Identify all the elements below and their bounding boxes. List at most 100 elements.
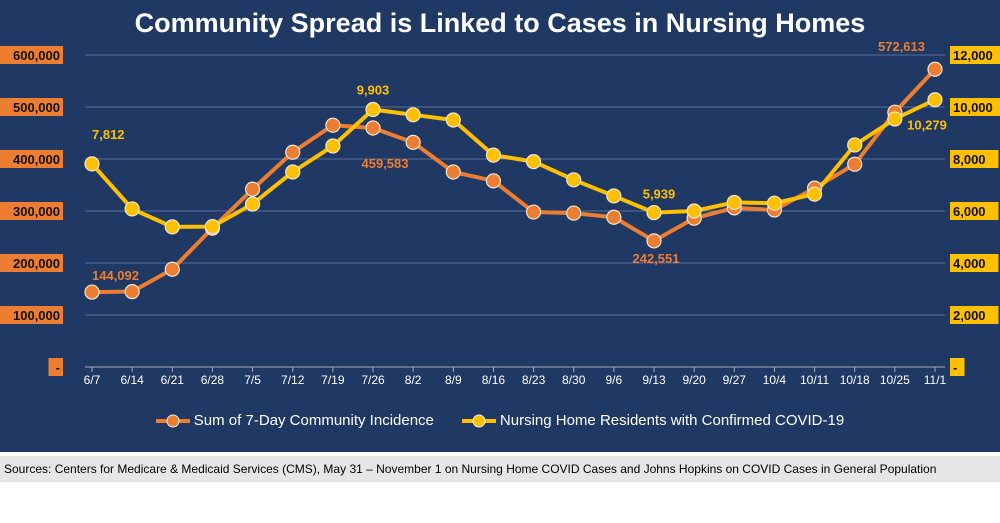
data-point [887, 111, 903, 127]
data-point [285, 164, 301, 180]
right-tick-bg [950, 150, 999, 168]
data-point [285, 144, 301, 160]
x-tick-label: 6/14 [120, 373, 144, 387]
left-tick-bg [0, 202, 63, 220]
data-point [325, 138, 341, 154]
data-point [84, 284, 100, 300]
data-point [325, 117, 341, 133]
x-tick-label: 8/9 [445, 373, 462, 387]
data-point [766, 195, 783, 211]
data-point [405, 107, 421, 123]
x-tick-label: 9/20 [682, 373, 706, 387]
data-point [164, 261, 180, 277]
right-tick-label: 2,000 [953, 308, 986, 323]
series-line-community [91, 67, 937, 295]
right-tick-bg [950, 254, 999, 272]
data-point [365, 101, 381, 118]
legend-item-community: Sum of 7-Day Community Incidence [155, 412, 434, 429]
source-footer: Sources: Centers for Medicare & Medicaid… [0, 456, 1000, 482]
left-tick-bg [0, 46, 63, 64]
data-point [244, 196, 261, 212]
series-line-nursing-home [90, 97, 936, 229]
data-point [726, 194, 742, 211]
left-tick-bg [0, 98, 63, 116]
x-tick-label: 7/5 [244, 373, 261, 387]
legend-label: Nursing Home Residents with Confirmed CO… [499, 412, 845, 429]
x-tick-label: 7/26 [361, 373, 385, 387]
data-point [606, 209, 622, 225]
data-point [445, 164, 461, 180]
data-label: 144,092 [92, 268, 139, 283]
x-tick-label: 9/6 [606, 373, 623, 387]
right-tick-bg [950, 306, 999, 324]
x-tick-label: 10/18 [840, 373, 870, 387]
legend-marker-orange [155, 414, 190, 427]
x-tick-label: 6/28 [201, 373, 225, 387]
left-tick-bg [0, 150, 63, 168]
data-point [124, 284, 140, 300]
x-tick-label: 10/25 [880, 373, 910, 387]
x-tick-label: 9/27 [723, 373, 747, 387]
data-point [485, 147, 502, 163]
right-tick-label: 12,000 [953, 48, 993, 63]
data-point [365, 120, 381, 136]
data-label: 10,279 [907, 118, 947, 133]
data-point [525, 154, 542, 170]
x-tick-label: 10/4 [763, 373, 787, 387]
data-label: 7,812 [92, 127, 125, 142]
legend-item-nursing-home: Nursing Home Residents with Confirmed CO… [461, 412, 845, 429]
data-point [686, 203, 702, 219]
data-point [606, 188, 622, 204]
left-tick-label: - [56, 360, 60, 375]
x-tick-label: 7/12 [281, 373, 305, 387]
x-tick-label: 11/1 [924, 373, 947, 387]
x-tick-label: 10/11 [800, 373, 829, 387]
legend-marker-yellow [461, 414, 496, 427]
data-point [927, 61, 943, 77]
line-chart: - 100,000 200,000 300,000 400,000 500,000 600,… [0, 39, 1000, 387]
x-tick-label: 6/21 [161, 373, 185, 387]
right-tick-bg [950, 202, 999, 220]
x-tick-label: 8/2 [405, 373, 422, 387]
data-point [525, 204, 542, 220]
data-point [445, 112, 461, 128]
data-point [806, 186, 823, 202]
chart-title: Community Spread is Linked to Cases in N… [134, 8, 866, 38]
x-tick-label: 8/30 [562, 373, 586, 387]
data-point [84, 156, 100, 172]
right-tick-label: 10,000 [953, 100, 993, 115]
left-tick-label: 500,000 [13, 100, 60, 115]
right-tick-bg [950, 98, 1000, 116]
left-tick-label: 200,000 [13, 256, 60, 271]
right-tick-label: - [953, 360, 957, 375]
data-point [646, 204, 662, 221]
legend-label: Sum of 7-Day Community Incidence [193, 412, 434, 429]
x-tick-label: 8/23 [522, 373, 546, 387]
data-label: 242,551 [633, 251, 680, 266]
legend: Sum of 7-Day Community Incidence Nursing… [0, 412, 1000, 429]
data-point [244, 181, 261, 197]
x-tick-label: 9/13 [642, 373, 666, 387]
data-point [566, 172, 582, 188]
left-tick-label: 100,000 [13, 308, 60, 323]
data-point [847, 156, 863, 172]
right-tick-label: 8,000 [953, 152, 986, 167]
data-label: 5,939 [643, 187, 676, 202]
data-label: 459,583 [362, 156, 409, 171]
left-tick-label: 300,000 [13, 204, 60, 219]
x-tick-label: 8/16 [482, 373, 506, 387]
left-tick-bg [48, 358, 63, 376]
right-tick-label: 4,000 [953, 256, 986, 271]
left-tick-label: 400,000 [13, 152, 60, 167]
x-tick-label: 6/7 [84, 373, 101, 387]
data-label: 9,903 [357, 83, 390, 98]
x-tick-label: 7/19 [321, 373, 345, 387]
data-point [405, 134, 421, 150]
data-point [566, 205, 582, 221]
left-tick-label: 600,000 [13, 48, 60, 63]
right-tick-bg [950, 46, 1000, 64]
data-point [485, 173, 502, 189]
data-label: 572,613 [878, 39, 925, 54]
data-point [124, 201, 140, 217]
data-point [847, 137, 863, 153]
